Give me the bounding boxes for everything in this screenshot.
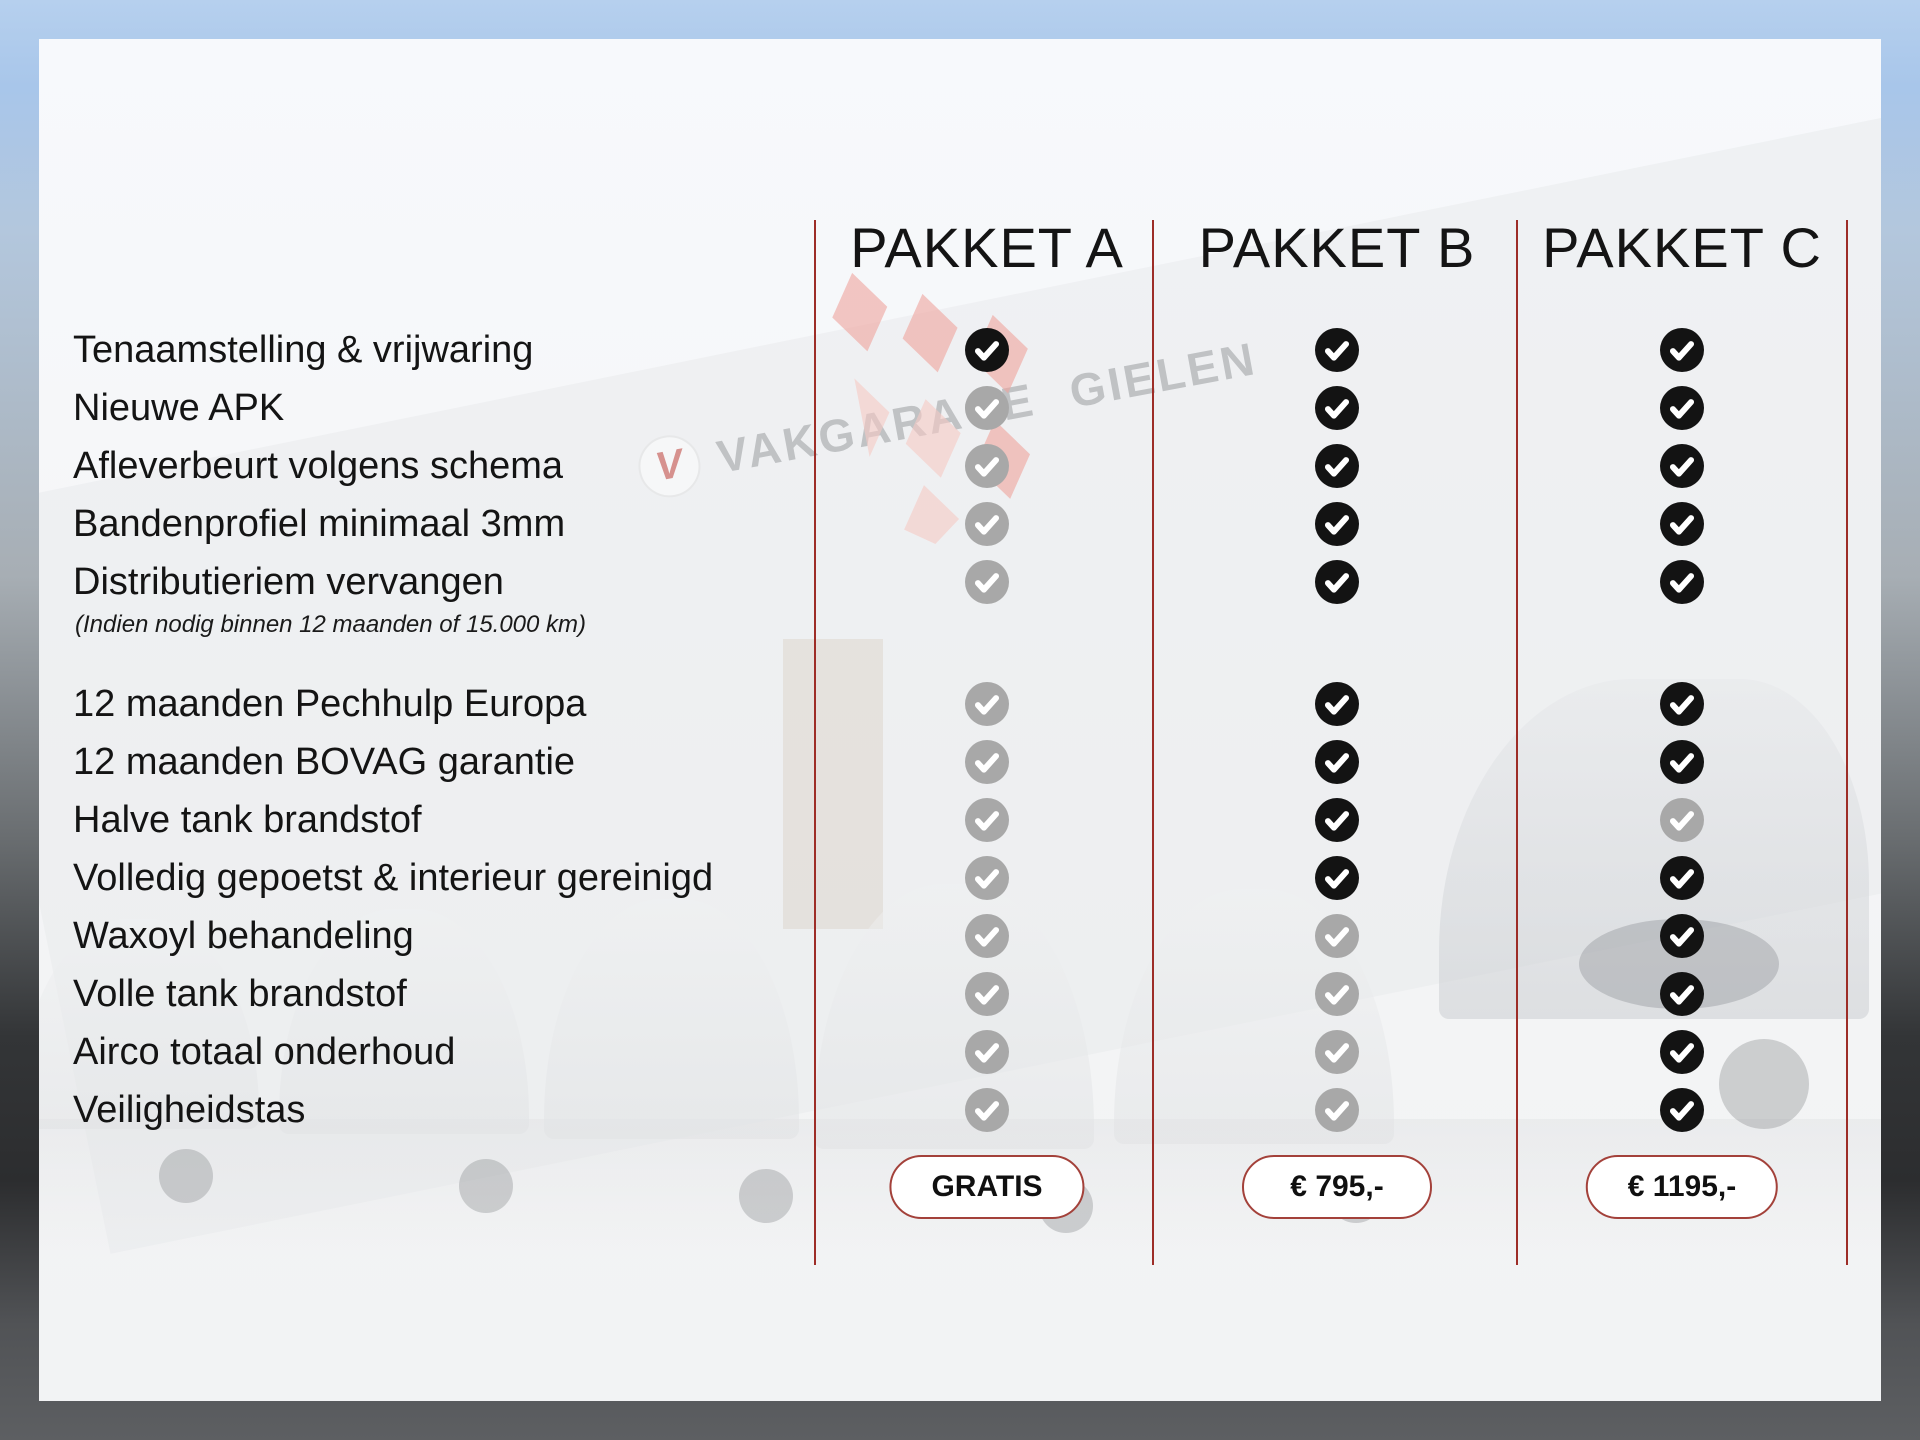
feature-table: Tenaamstelling & vrijwaring Nieuwe APK Afl…: [39, 39, 1881, 1401]
check-icon-excluded: [1660, 798, 1704, 842]
check-icon-excluded: [965, 914, 1009, 958]
check-icon-included: [1315, 560, 1359, 604]
background-wheel: [459, 1159, 513, 1213]
price-button-pakket-c[interactable]: € 1195,-: [1585, 1155, 1779, 1219]
feature-label: 12 maanden Pechhulp Europa: [73, 683, 587, 725]
background-wheel: [1719, 1039, 1809, 1129]
column-divider: [1516, 220, 1518, 1265]
price-button-pakket-a[interactable]: GRATIS: [889, 1155, 1085, 1219]
check-icon-included: [1660, 444, 1704, 488]
feature-label: Halve tank brandstof: [73, 799, 422, 841]
feature-label: Waxoyl behandeling: [73, 915, 414, 957]
check-icon-included: [1315, 386, 1359, 430]
check-icon-excluded: [965, 444, 1009, 488]
check-icon-included: [1315, 740, 1359, 784]
price-button-pakket-b[interactable]: € 795,-: [1242, 1155, 1432, 1219]
check-icon-included: [1315, 856, 1359, 900]
check-icon-excluded: [1315, 914, 1359, 958]
check-icon-included: [1315, 682, 1359, 726]
check-icon-included: [1660, 328, 1704, 372]
check-icon-excluded: [965, 502, 1009, 546]
check-icon-included: [1660, 914, 1704, 958]
package-header-b: PAKKET B: [1198, 216, 1476, 279]
check-icon-included: [1315, 444, 1359, 488]
check-icon-included: [1660, 1030, 1704, 1074]
check-icon-included: [1660, 560, 1704, 604]
check-icon-excluded: [965, 682, 1009, 726]
check-icon-included: [1660, 740, 1704, 784]
comparison-panel: V VAKGARAGE GIELEN PAKKET A PAKKET B PAK…: [39, 39, 1881, 1401]
check-icon-excluded: [1315, 1030, 1359, 1074]
check-icon-excluded: [965, 740, 1009, 784]
check-icon-included: [1660, 386, 1704, 430]
check-icon-excluded: [965, 560, 1009, 604]
check-icon-excluded: [1315, 972, 1359, 1016]
background-wheel: [159, 1149, 213, 1203]
package-header-c: PAKKET C: [1542, 216, 1822, 279]
check-icon-included: [1660, 682, 1704, 726]
check-icon-included: [1315, 502, 1359, 546]
feature-note: (Indien nodig binnen 12 maanden of 15.00…: [75, 611, 587, 638]
check-icon-excluded: [965, 386, 1009, 430]
check-icon-excluded: [965, 798, 1009, 842]
feature-label: Volledig gepoetst & interieur gereinigd: [73, 857, 714, 899]
feature-label: Afleverbeurt volgens schema: [73, 445, 564, 487]
background-wheel: [739, 1169, 793, 1223]
check-icon-included: [1660, 972, 1704, 1016]
column-divider: [1846, 220, 1848, 1265]
feature-label: Nieuwe APK: [73, 387, 285, 429]
feature-label: Distributieriem vervangen: [73, 561, 504, 603]
feature-label: Veiligheidstas: [73, 1089, 306, 1131]
feature-label: Bandenprofiel minimaal 3mm: [73, 503, 566, 545]
column-divider: [814, 220, 816, 1265]
feature-label: Tenaamstelling & vrijwaring: [73, 329, 534, 371]
feature-label: Airco totaal onderhoud: [73, 1031, 456, 1073]
check-icon-included: [965, 328, 1009, 372]
check-icon-included: [1660, 1088, 1704, 1132]
check-icon-excluded: [965, 1030, 1009, 1074]
check-icon-excluded: [965, 1088, 1009, 1132]
feature-label: 12 maanden BOVAG garantie: [73, 741, 576, 783]
check-icon-included: [1315, 328, 1359, 372]
check-icon-included: [1315, 798, 1359, 842]
package-header-a: PAKKET A: [850, 216, 1124, 279]
check-icon-included: [1660, 856, 1704, 900]
feature-label: Volle tank brandstof: [73, 973, 407, 1015]
check-icon-excluded: [965, 972, 1009, 1016]
check-icon-excluded: [965, 856, 1009, 900]
check-icon-excluded: [1315, 1088, 1359, 1132]
column-divider: [1152, 220, 1154, 1265]
check-icon-included: [1660, 502, 1704, 546]
